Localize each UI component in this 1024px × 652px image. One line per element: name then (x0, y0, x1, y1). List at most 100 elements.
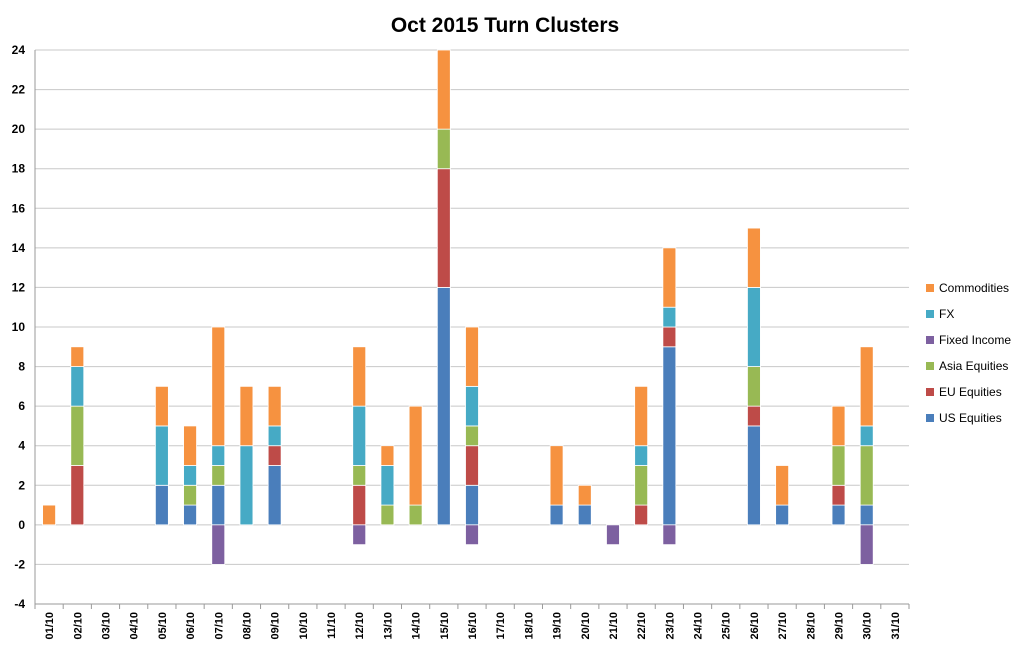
x-tick-label: 11/10 (326, 612, 338, 639)
bar-segment (183, 484, 197, 506)
bar-segment (380, 504, 395, 526)
bar-segment (352, 346, 367, 407)
y-tick-label: 14 (12, 241, 26, 255)
bar-segment (352, 524, 367, 546)
legend-swatch (926, 414, 934, 422)
bar-segment (465, 385, 479, 427)
bar-segment (662, 346, 677, 526)
legend-swatch (926, 336, 934, 344)
axes (34, 50, 910, 609)
bar-segment (662, 247, 677, 308)
bar-segment (747, 425, 761, 526)
bar-segment (747, 227, 761, 288)
x-tick-label: 13/10 (382, 612, 394, 640)
x-tick-label: 27/10 (777, 612, 789, 640)
bar-segment (747, 366, 761, 407)
bar-segment (465, 445, 479, 486)
x-tick-label: 05/10 (157, 612, 169, 640)
x-tick-label: 16/10 (467, 612, 479, 640)
bar-segment (211, 524, 226, 565)
y-tick-label: 0 (18, 518, 25, 532)
legend-label: Fixed Income (939, 333, 1011, 347)
y-tick-label: 8 (18, 360, 25, 374)
bar-segment (380, 445, 395, 466)
x-tick-label: 23/10 (664, 612, 676, 640)
bar-segment (549, 504, 564, 526)
bar-segment (211, 326, 226, 447)
x-tick-label: 07/10 (213, 612, 225, 640)
x-tick-label: 30/10 (862, 612, 874, 640)
bars (42, 49, 874, 565)
bar-segment (239, 385, 254, 447)
bar-segment (662, 524, 677, 546)
bar-segment (859, 504, 874, 526)
legend-label: EU Equities (939, 385, 1002, 399)
x-tick-label: 10/10 (298, 612, 310, 640)
y-tick-label: 12 (12, 280, 26, 294)
x-tick-label: 08/10 (241, 612, 253, 640)
bar-segment (267, 445, 282, 466)
bar-segment (267, 465, 282, 526)
bar-segment (352, 465, 367, 486)
x-tick-label: 03/10 (100, 612, 112, 640)
x-tick-label: 19/10 (552, 612, 564, 640)
x-tick-label: 29/10 (834, 612, 846, 640)
bar-segment (183, 425, 197, 466)
y-tick-label: 24 (12, 43, 26, 57)
legend-swatch (926, 284, 934, 292)
x-tick-labels: 01/10 02/10 03/10 04/10 05/10 06/10 07/10 08/10… (44, 612, 902, 640)
legend-label: Asia Equities (939, 359, 1008, 373)
x-tick-label: 06/10 (185, 612, 197, 640)
legend-label: Commodities (939, 281, 1009, 295)
x-tick-label: 09/10 (270, 612, 282, 640)
bar-segment (70, 405, 85, 466)
bar-segment (70, 366, 85, 407)
x-tick-label: 22/10 (636, 612, 648, 640)
y-tick-label: 4 (18, 439, 25, 453)
bar-segment (183, 465, 197, 486)
bar-segment (606, 524, 620, 546)
bar-segment (436, 128, 451, 170)
bar-segment (747, 287, 761, 367)
legend-swatch (926, 362, 934, 370)
bar-segment (831, 484, 846, 506)
x-tick-label: 20/10 (580, 612, 592, 640)
bar-segment (577, 504, 592, 526)
x-tick-label: 18/10 (523, 612, 535, 640)
bar-segment (70, 465, 85, 526)
bar-segment (70, 346, 85, 367)
y-tick-label: 2 (18, 478, 25, 492)
bar-segment (211, 445, 226, 466)
x-tick-label: 04/10 (129, 612, 141, 640)
x-tick-label: 12/10 (354, 612, 366, 640)
bar-segment (267, 425, 282, 447)
x-tick-label: 31/10 (890, 612, 902, 640)
bar-segment (859, 445, 874, 506)
bar-segment (634, 445, 649, 466)
bar-segment (775, 465, 790, 506)
bar-segment (634, 504, 649, 526)
x-tick-label: 25/10 (721, 612, 733, 640)
bar-segment (154, 425, 169, 486)
bar-segment (380, 465, 395, 506)
bar-segment (831, 504, 846, 526)
y-tick-label: 20 (12, 122, 26, 136)
bar-segment (211, 484, 226, 526)
bar-segment (859, 425, 874, 447)
bar-segment (465, 326, 479, 387)
y-tick-label: -2 (14, 557, 25, 571)
y-tick-label: -4 (14, 597, 25, 611)
x-tick-label: 17/10 (495, 612, 507, 640)
legend-label: US Equities (939, 411, 1002, 425)
bar-segment (42, 504, 56, 526)
bar-segment (775, 504, 790, 526)
bar-segment (352, 484, 367, 526)
bar-segment (577, 484, 592, 506)
y-tick-label: 6 (18, 399, 25, 413)
bar-segment (662, 326, 677, 348)
bar-segment (352, 405, 367, 466)
bar-segment (408, 504, 423, 526)
legend-swatch (926, 310, 934, 318)
